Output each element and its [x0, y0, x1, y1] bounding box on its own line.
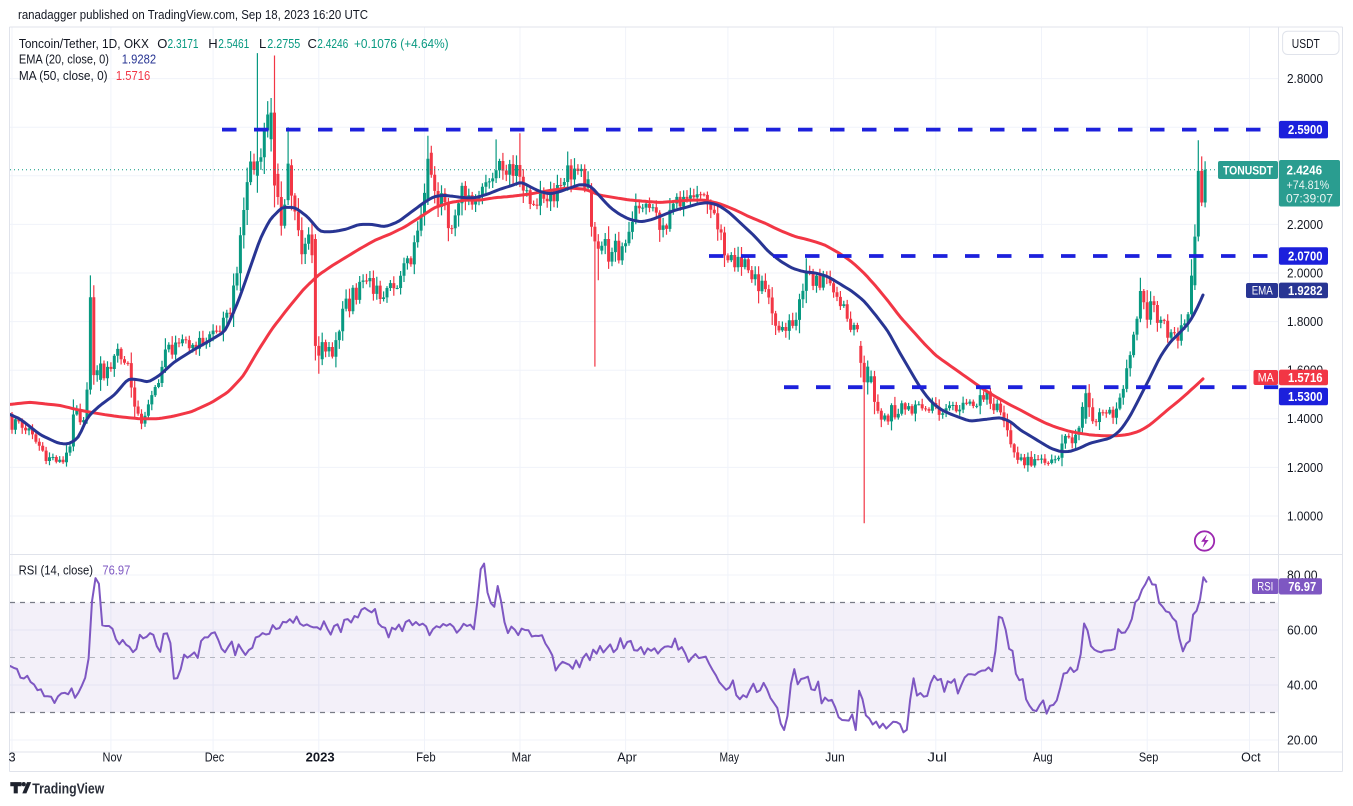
svg-text:60.00: 60.00	[1287, 623, 1318, 637]
svg-text:May: May	[720, 749, 740, 764]
svg-text:Dec: Dec	[205, 749, 225, 764]
svg-text:07:39:07: 07:39:07	[1286, 192, 1333, 206]
svg-text:Nov: Nov	[103, 749, 123, 764]
svg-text:RSI: RSI	[1257, 580, 1273, 594]
svg-text:ranadagger published on Tradin: ranadagger published on TradingView.com,…	[18, 7, 368, 22]
svg-text:Feb: Feb	[416, 749, 436, 764]
svg-text:2.8000: 2.8000	[1287, 72, 1323, 86]
svg-text:76.97: 76.97	[102, 562, 130, 577]
svg-text:TradingView: TradingView	[32, 781, 104, 798]
svg-text:1.5716: 1.5716	[116, 68, 150, 83]
svg-text:1.5300: 1.5300	[1288, 390, 1323, 404]
svg-text:40.00: 40.00	[1287, 678, 1318, 692]
svg-text:1.9282: 1.9282	[122, 51, 156, 66]
svg-text:Aug: Aug	[1033, 749, 1053, 764]
svg-text:Mar: Mar	[512, 749, 532, 764]
svg-text:MA: MA	[1258, 371, 1274, 385]
svg-text:2.2755: 2.2755	[267, 36, 300, 51]
svg-text:1.5716: 1.5716	[1288, 371, 1323, 385]
svg-text:C: C	[308, 36, 317, 51]
svg-text:20.00: 20.00	[1287, 733, 1318, 747]
svg-text:1.0000: 1.0000	[1287, 509, 1323, 523]
svg-text:2.0000: 2.0000	[1287, 266, 1323, 280]
svg-text:Jun: Jun	[825, 749, 845, 764]
svg-text:2.5461: 2.5461	[218, 36, 249, 51]
svg-text:O: O	[157, 36, 167, 51]
svg-text:+74.81%: +74.81%	[1287, 178, 1330, 192]
svg-text:2023: 2023	[306, 749, 335, 764]
svg-text:H: H	[208, 36, 217, 51]
svg-text:L: L	[259, 36, 266, 51]
svg-text:TONUSDT: TONUSDT	[1223, 164, 1274, 178]
svg-text:2.4246: 2.4246	[317, 36, 348, 51]
svg-text:1.8000: 1.8000	[1287, 315, 1323, 329]
svg-text:Oct: Oct	[1241, 749, 1261, 764]
svg-text:Sep: Sep	[1139, 749, 1159, 764]
svg-text:2.4246: 2.4246	[1287, 164, 1323, 178]
svg-text:2.0700: 2.0700	[1288, 250, 1323, 264]
svg-text:2.3171: 2.3171	[168, 36, 199, 51]
svg-text:Jul: Jul	[927, 749, 947, 764]
svg-text:EMA (20, close, 0): EMA (20, close, 0)	[19, 51, 109, 66]
svg-text:+0.1076 (+4.64%): +0.1076 (+4.64%)	[354, 36, 449, 51]
svg-text:2.5900: 2.5900	[1288, 123, 1323, 137]
svg-text:3: 3	[8, 749, 15, 764]
svg-text:USDT: USDT	[1292, 36, 1320, 51]
svg-text:Apr: Apr	[617, 749, 637, 764]
svg-text:1.9282: 1.9282	[1288, 284, 1323, 298]
svg-text:1.4000: 1.4000	[1287, 412, 1323, 426]
svg-text:2.2000: 2.2000	[1287, 218, 1323, 232]
svg-text:MA (50, close, 0): MA (50, close, 0)	[19, 68, 108, 83]
svg-text:76.97: 76.97	[1288, 580, 1316, 594]
svg-text:RSI (14, close): RSI (14, close)	[19, 562, 93, 577]
svg-text:1.2000: 1.2000	[1287, 461, 1323, 475]
svg-text:EMA: EMA	[1252, 284, 1273, 298]
svg-text:Toncoin/Tether, 1D, OKX: Toncoin/Tether, 1D, OKX	[19, 36, 149, 51]
